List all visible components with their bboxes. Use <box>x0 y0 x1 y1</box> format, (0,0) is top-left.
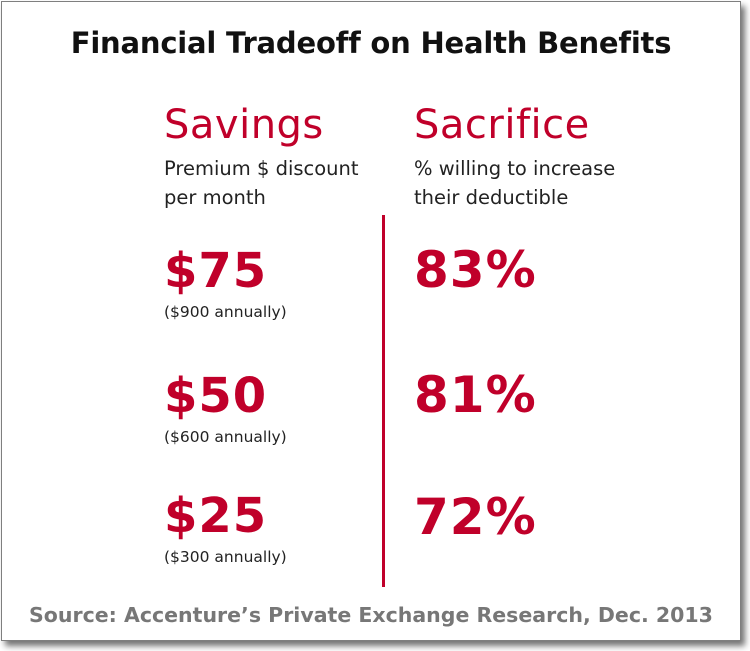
savings-amount-row2: $50 <box>164 368 268 424</box>
sacrifice-percent-row3: 72% <box>414 488 537 546</box>
savings-annual-row3: ($300 annually) <box>164 548 287 566</box>
sacrifice-heading: Sacrifice <box>414 102 590 148</box>
savings-subheading-line1: Premium $ discount <box>164 157 359 180</box>
savings-subheading: Premium $ discount per month <box>164 154 359 212</box>
sacrifice-subheading: % willing to increase their deductible <box>414 154 615 212</box>
column-divider <box>382 215 385 587</box>
sacrifice-subheading-line1: % willing to increase <box>414 157 616 180</box>
sacrifice-percent-row2: 81% <box>414 366 537 424</box>
savings-heading: Savings <box>164 102 324 148</box>
savings-subheading-line2: per month <box>164 186 266 209</box>
sacrifice-percent-row1: 83% <box>414 241 537 299</box>
infographic-frame: Financial Tradeoff on Health Benefits Sa… <box>1 1 741 641</box>
savings-amount-row3: $25 <box>164 488 268 544</box>
savings-annual-row2: ($600 annually) <box>164 428 287 446</box>
infographic-title: Financial Tradeoff on Health Benefits <box>70 26 672 60</box>
savings-annual-row1: ($900 annually) <box>164 303 287 321</box>
source-citation: Source: Accenture’s Private Exchange Res… <box>29 603 713 627</box>
savings-amount-row1: $75 <box>164 243 268 299</box>
sacrifice-subheading-line2: their deductible <box>414 186 569 209</box>
